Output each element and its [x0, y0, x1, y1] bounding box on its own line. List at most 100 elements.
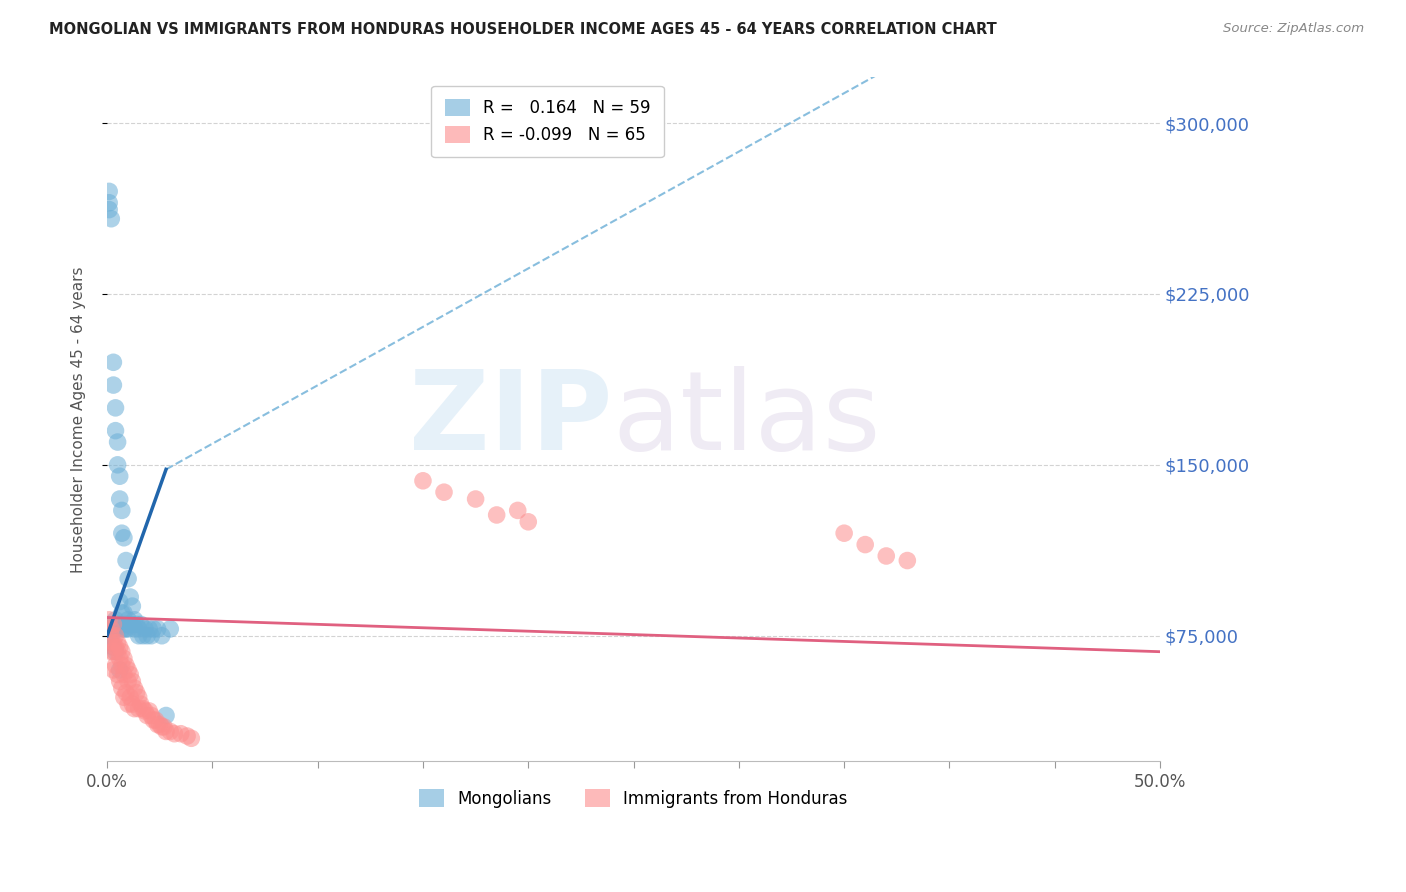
Point	[142, 622, 165, 636]
Point	[111, 606, 134, 620]
Point	[142, 713, 165, 727]
Point	[146, 622, 169, 636]
Point	[111, 645, 134, 659]
Point	[107, 667, 129, 681]
Point	[124, 622, 146, 636]
Point	[117, 622, 139, 636]
Point	[155, 708, 177, 723]
Point	[100, 622, 122, 636]
Point	[112, 531, 135, 545]
Point	[117, 572, 139, 586]
Point	[149, 717, 172, 731]
Point	[129, 697, 152, 711]
Point	[117, 613, 139, 627]
Point	[103, 640, 125, 654]
Point	[134, 704, 156, 718]
Legend: Mongolians, Immigrants from Honduras: Mongolians, Immigrants from Honduras	[412, 783, 855, 814]
Point	[103, 645, 125, 659]
Point	[485, 508, 508, 522]
Point	[104, 424, 127, 438]
Point	[464, 491, 486, 506]
Point	[107, 622, 129, 636]
Point	[159, 724, 181, 739]
Point	[100, 635, 122, 649]
Point	[104, 645, 127, 659]
Point	[125, 617, 148, 632]
Point	[128, 629, 150, 643]
Text: MONGOLIAN VS IMMIGRANTS FROM HONDURAS HOUSEHOLDER INCOME AGES 45 - 64 YEARS CORR: MONGOLIAN VS IMMIGRANTS FROM HONDURAS HO…	[49, 22, 997, 37]
Point	[124, 681, 146, 695]
Text: atlas: atlas	[613, 366, 882, 473]
Point	[103, 355, 125, 369]
Point	[104, 401, 127, 415]
Point	[111, 503, 134, 517]
Point	[136, 708, 159, 723]
Point	[853, 538, 876, 552]
Point	[170, 727, 193, 741]
Point	[107, 645, 129, 659]
Point	[100, 645, 122, 659]
Point	[115, 553, 138, 567]
Point	[100, 629, 122, 643]
Point	[104, 613, 127, 627]
Point	[141, 629, 163, 643]
Point	[104, 640, 127, 654]
Point	[150, 629, 173, 643]
Point	[98, 202, 121, 217]
Point	[134, 622, 156, 636]
Point	[132, 629, 155, 643]
Point	[108, 663, 131, 677]
Point	[117, 697, 139, 711]
Y-axis label: Householder Income Ages 45 - 64 years: Householder Income Ages 45 - 64 years	[72, 266, 86, 573]
Point	[112, 690, 135, 705]
Point	[125, 686, 148, 700]
Point	[896, 553, 918, 567]
Point	[155, 724, 177, 739]
Point	[128, 690, 150, 705]
Point	[108, 674, 131, 689]
Point	[98, 617, 121, 632]
Point	[108, 617, 131, 632]
Text: ZIP: ZIP	[409, 366, 613, 473]
Point	[103, 622, 125, 636]
Point	[100, 211, 122, 226]
Point	[98, 613, 121, 627]
Point	[138, 704, 160, 718]
Point	[104, 629, 127, 643]
Point	[111, 526, 134, 541]
Point	[108, 640, 131, 654]
Point	[107, 635, 129, 649]
Point	[120, 667, 142, 681]
Point	[129, 617, 152, 632]
Point	[98, 195, 121, 210]
Point	[103, 635, 125, 649]
Point	[104, 658, 127, 673]
Point	[103, 378, 125, 392]
Point	[108, 491, 131, 506]
Point	[506, 503, 529, 517]
Point	[875, 549, 897, 563]
Point	[150, 720, 173, 734]
Point	[108, 469, 131, 483]
Point	[136, 629, 159, 643]
Point	[132, 701, 155, 715]
Point	[100, 629, 122, 643]
Point	[128, 701, 150, 715]
Point	[433, 485, 456, 500]
Text: Source: ZipAtlas.com: Source: ZipAtlas.com	[1223, 22, 1364, 36]
Point	[145, 713, 167, 727]
Point	[141, 708, 163, 723]
Point	[103, 663, 125, 677]
Point	[107, 435, 129, 450]
Point	[117, 674, 139, 689]
Point	[121, 599, 143, 614]
Point	[115, 686, 138, 700]
Point	[120, 617, 142, 632]
Point	[412, 474, 434, 488]
Point	[100, 622, 122, 636]
Point	[120, 590, 142, 604]
Point	[112, 667, 135, 681]
Point	[832, 526, 855, 541]
Point	[115, 658, 138, 673]
Point	[146, 717, 169, 731]
